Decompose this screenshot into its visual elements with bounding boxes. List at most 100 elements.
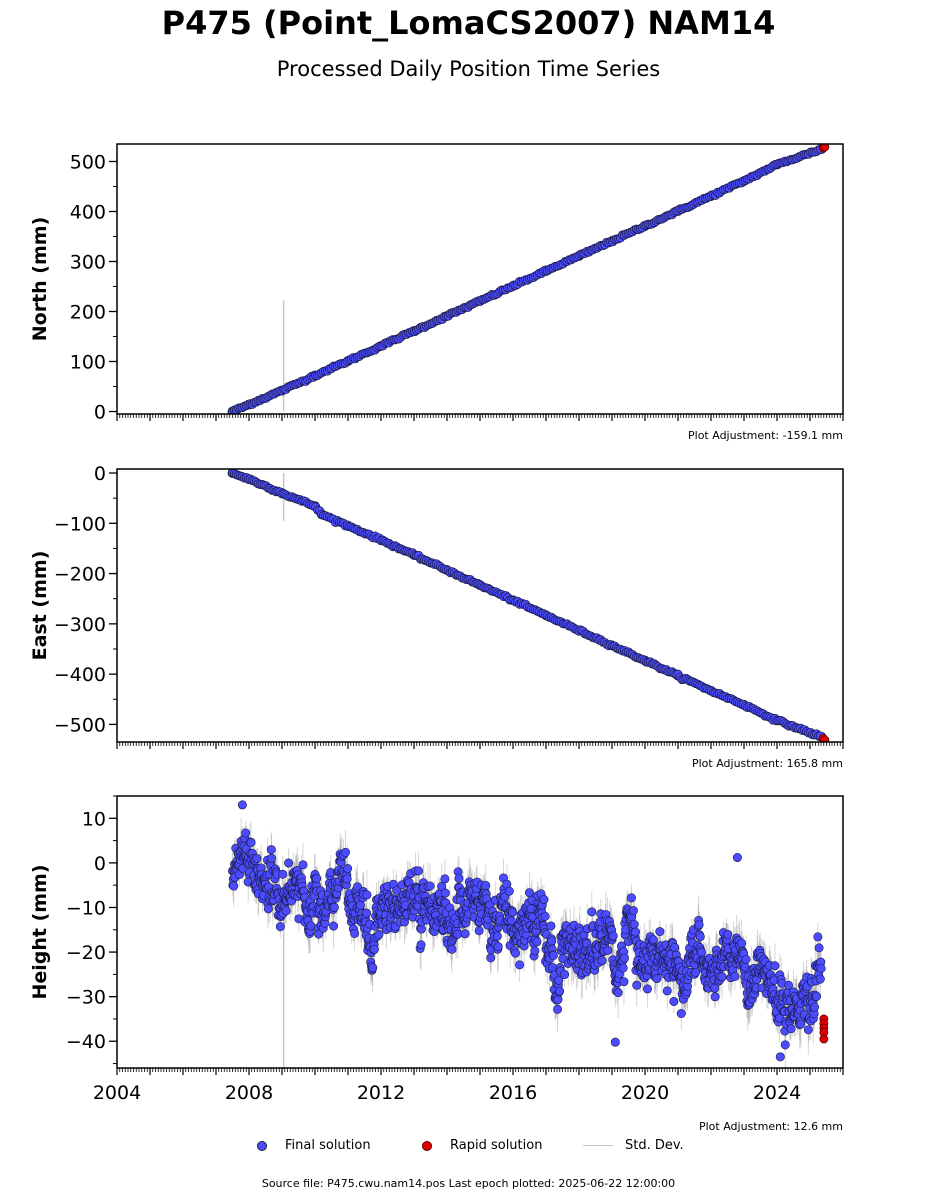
final-point	[492, 931, 502, 941]
y-tick-label: −200	[54, 564, 106, 586]
final-point	[504, 886, 514, 896]
final-point	[631, 927, 641, 937]
final-point	[414, 866, 424, 876]
source-footer: Source file: P475.cwu.nam14.pos Last epo…	[261, 1177, 676, 1190]
final-point	[281, 906, 291, 916]
y-axis-label: East (mm)	[29, 551, 51, 661]
panel-2: 0 −100 −200 −300 −400 −500 East (mm) Plot Adjus…	[29, 463, 844, 770]
x-tick-label: 2012	[357, 1082, 405, 1104]
final-point	[453, 929, 463, 939]
y-tick-label: 0	[94, 853, 106, 875]
final-marker-icon	[257, 1140, 267, 1151]
final-point	[629, 920, 639, 930]
final-point	[812, 991, 822, 1001]
y-tick-label: 200	[70, 302, 106, 324]
std-line-icon	[583, 1145, 613, 1146]
legend-std: Std. Dev.	[583, 1138, 684, 1153]
rapid-point	[819, 1034, 829, 1044]
final-point	[597, 956, 607, 966]
y-tick-label: −400	[54, 664, 106, 686]
rapid-marker-icon	[422, 1140, 432, 1151]
final-point	[540, 911, 550, 921]
final-point	[493, 942, 503, 952]
legend-rapid-label: Rapid solution	[450, 1138, 543, 1153]
final-point	[392, 885, 402, 895]
final-point	[440, 888, 450, 898]
y-tick-label: −20	[66, 942, 106, 964]
final-point	[275, 922, 285, 932]
legend-final-label: Final solution	[285, 1138, 371, 1153]
final-point	[266, 845, 276, 855]
final-point	[691, 967, 701, 977]
final-point	[546, 921, 556, 931]
final-point	[425, 881, 435, 891]
x-tick-label: 2024	[753, 1082, 801, 1104]
y-tick-label: 10	[82, 808, 106, 830]
final-point	[815, 974, 825, 984]
final-point	[306, 921, 316, 931]
y-tick-label: 0	[94, 402, 106, 424]
y-tick-label: −40	[66, 1031, 106, 1053]
final-point	[510, 948, 520, 958]
final-point	[730, 971, 740, 981]
final-point	[284, 858, 294, 868]
final-point	[603, 945, 613, 955]
final-point	[368, 963, 378, 973]
final-point	[369, 944, 379, 954]
final-point	[695, 932, 705, 942]
final-point	[460, 929, 470, 939]
final-point	[440, 874, 450, 884]
final-point	[770, 961, 780, 971]
final-point	[355, 900, 365, 910]
final-point	[350, 928, 360, 938]
final-point	[508, 907, 518, 917]
final-point	[362, 908, 372, 918]
rapid-point	[820, 735, 830, 742]
final-point	[694, 920, 704, 930]
x-tick-label: 2020	[621, 1082, 669, 1104]
final-point	[329, 902, 339, 912]
final-point	[652, 974, 662, 984]
final-point	[298, 860, 308, 870]
final-point	[341, 847, 351, 857]
final-point	[618, 963, 628, 973]
final-point	[737, 938, 747, 948]
final-point	[662, 986, 672, 996]
final-point	[416, 940, 426, 950]
y-tick-label: −10	[66, 897, 106, 919]
final-point	[613, 988, 623, 998]
plot-area	[227, 144, 830, 414]
final-point	[554, 975, 564, 985]
final-point	[241, 828, 251, 838]
final-point	[532, 937, 542, 947]
chart-subtitle: Processed Daily Position Time Series	[276, 57, 661, 81]
final-point	[560, 970, 570, 980]
final-point	[784, 980, 794, 990]
y-tick-label: −30	[66, 987, 106, 1009]
final-point	[447, 944, 457, 954]
final-point	[252, 854, 262, 864]
final-point	[553, 1004, 563, 1014]
x-tick-label: 2008	[225, 1082, 273, 1104]
final-point	[717, 972, 727, 982]
final-point	[524, 888, 534, 898]
final-point	[237, 800, 247, 810]
legend-std-label: Std. Dev.	[625, 1138, 684, 1153]
final-points	[227, 469, 827, 742]
final-point	[723, 929, 733, 939]
y-tick-label: −100	[54, 513, 106, 535]
final-point	[312, 873, 322, 883]
final-point	[780, 1040, 790, 1050]
final-point	[329, 921, 339, 931]
legend: Final solution Rapid solution Std. Dev.	[0, 1138, 937, 1158]
final-point	[642, 984, 652, 994]
y-tick-label: 0	[94, 463, 106, 485]
final-point	[775, 1052, 785, 1062]
final-point	[474, 926, 484, 936]
final-point	[314, 929, 324, 939]
y-tick-label: 400	[70, 202, 106, 224]
final-point	[732, 853, 742, 863]
final-point	[278, 869, 288, 879]
final-point	[548, 950, 558, 960]
final-point	[786, 1024, 796, 1034]
